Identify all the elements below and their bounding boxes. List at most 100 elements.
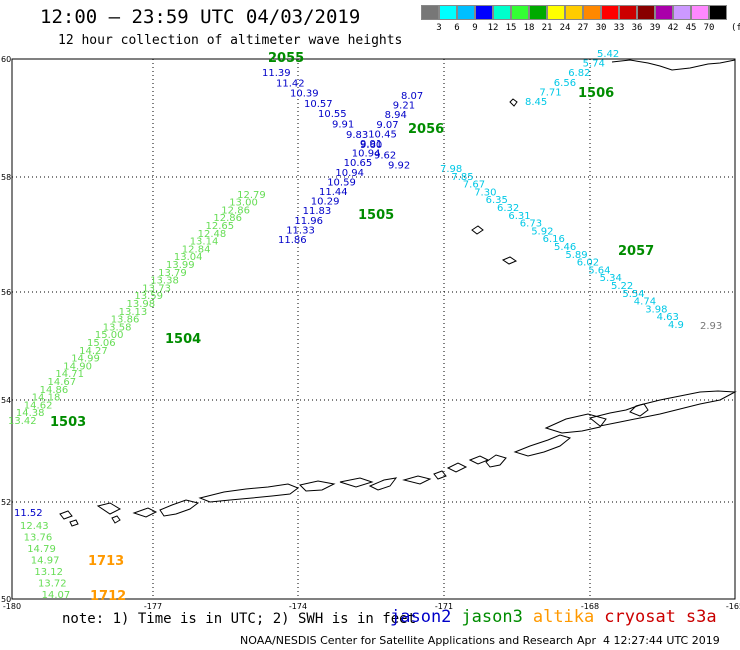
wave-height-value: 6.56 xyxy=(554,78,576,89)
wave-height-value: 9.92 xyxy=(388,161,410,172)
wave-height-value: 13.59 xyxy=(134,291,163,302)
wave-height-value: 5.46 xyxy=(554,242,576,253)
wave-height-value: 11.39 xyxy=(262,68,291,79)
wave-height-value: 14.86 xyxy=(40,385,69,396)
wave-height-value: 10.94 xyxy=(335,168,364,179)
map-frame xyxy=(11,58,736,600)
color-scale-tick: 21 xyxy=(541,23,553,33)
color-swatch xyxy=(691,5,709,20)
wave-height-value: 14.18 xyxy=(32,393,61,404)
coastline-segment xyxy=(69,519,79,527)
wave-height-value: 10.39 xyxy=(290,89,319,100)
color-scale-tick: 18 xyxy=(523,23,535,33)
wave-height-value: 6.82 xyxy=(568,68,590,79)
wave-height-value: 11.96 xyxy=(294,216,323,227)
credit-line: NOAA/NESDIS Center for Satellite Applica… xyxy=(240,634,574,647)
color-swatch xyxy=(529,5,547,20)
color-scale-tick: 33 xyxy=(613,23,625,33)
wave-height-value: 5.42 xyxy=(597,49,619,60)
wave-height-value: 5.54 xyxy=(622,289,644,300)
wave-height-value: 7.30 xyxy=(474,187,496,198)
wave-height-value: 10.29 xyxy=(311,197,340,208)
pass-time-label: 2055 xyxy=(268,51,304,66)
color-swatch xyxy=(421,5,439,20)
color-scale-tick: 27 xyxy=(577,23,589,33)
wave-height-value: 4.63 xyxy=(657,312,679,323)
coastline-segment xyxy=(132,507,158,518)
wave-height-value: 12.86 xyxy=(221,205,250,216)
coastline-segment xyxy=(544,413,607,434)
color-scale-tick: 42 xyxy=(667,23,679,33)
coastline-segment xyxy=(468,455,490,465)
coastline-segment xyxy=(96,502,122,515)
wave-height-value: 10.45 xyxy=(368,129,397,140)
wave-height-value: 6.73 xyxy=(520,219,542,230)
latitude-label: 58 xyxy=(1,173,11,182)
wave-height-value: 13.72 xyxy=(38,579,67,590)
wave-height-value: 7.67 xyxy=(463,180,485,191)
wave-height-value: 13.00 xyxy=(229,198,258,209)
wave-height-value: 13.13 xyxy=(119,307,148,318)
longitude-label: -171 xyxy=(435,602,453,611)
wave-height-value: 10.65 xyxy=(344,158,373,169)
legend-s3a: s3a xyxy=(685,607,717,627)
coastline-segment xyxy=(509,98,518,107)
wave-height-value: 6.31 xyxy=(508,211,530,222)
legend-jason3: jason3 xyxy=(461,607,523,627)
color-swatch xyxy=(457,5,475,20)
wave-height-value: 3.98 xyxy=(645,304,667,315)
wave-height-value: 14.07 xyxy=(42,590,71,601)
wave-height-value: 12.65 xyxy=(206,221,235,232)
longitude-label: -174 xyxy=(289,602,307,611)
latitude-label: 60 xyxy=(1,55,11,64)
longitude-label: -177 xyxy=(144,602,162,611)
wave-height-value: 13.79 xyxy=(158,268,187,279)
wave-height-value: 8.45 xyxy=(525,97,547,108)
wave-height-value: 5.34 xyxy=(600,273,622,284)
wave-height-value: 12.48 xyxy=(198,229,227,240)
color-swatch xyxy=(475,5,493,20)
pass-time-label: 2056 xyxy=(408,122,444,137)
wave-height-value: 15.00 xyxy=(95,330,124,341)
wave-height-value: 14.97 xyxy=(31,556,60,567)
latitude-label: 50 xyxy=(1,595,11,604)
wave-height-value: 13.73 xyxy=(142,283,171,294)
wave-height-value: 15.06 xyxy=(87,338,116,349)
latitude-label: 56 xyxy=(1,288,11,297)
page-title: 12:00 – 23:59 UTC 04/03/2019 xyxy=(40,6,361,28)
generated-timestamp: Apr 4 12:27:44 UTC 2019 xyxy=(577,634,720,647)
wave-height-value: 6.35 xyxy=(486,195,508,206)
wave-height-value: 13.99 xyxy=(166,260,195,271)
coastline-segment xyxy=(471,225,484,235)
color-swatch xyxy=(655,5,673,20)
wave-height-value: 14.71 xyxy=(55,369,84,380)
legend-cryosat: cryosat xyxy=(604,607,676,627)
wave-height-value: 5.74 xyxy=(583,59,605,70)
pass-time-label: 2057 xyxy=(618,244,654,259)
longitude-label: -180 xyxy=(3,602,21,611)
pass-time-label: 1505 xyxy=(358,208,394,223)
wave-height-value: 13.86 xyxy=(111,315,140,326)
coastline-segment xyxy=(433,470,447,480)
color-scale-tick: 30 xyxy=(595,23,607,33)
satellite-legend: jason2 jason3 altika cryosat s3a xyxy=(390,607,727,627)
wave-height-value: 13.12 xyxy=(34,567,63,578)
wave-height-value: 12.79 xyxy=(237,190,266,201)
color-scale-tick: 70 xyxy=(703,23,715,33)
wave-height-value: 10.59 xyxy=(327,177,356,188)
wave-height-value: 4.74 xyxy=(634,297,656,308)
coastline-segment xyxy=(501,256,518,265)
wave-height-value: 14.27 xyxy=(79,346,108,357)
color-swatch xyxy=(511,5,529,20)
wave-height-value: 9.91 xyxy=(332,120,354,131)
color-swatch xyxy=(637,5,655,20)
color-swatch xyxy=(583,5,601,20)
longitude-label: -168 xyxy=(581,602,599,611)
page-subtitle: 12 hour collection of altimeter wave hei… xyxy=(58,33,403,48)
wave-height-value: 11.52 xyxy=(14,508,43,519)
wave-height-value: 9.07 xyxy=(376,120,398,131)
wave-height-value: 7.98 xyxy=(440,164,462,175)
coastline-segment xyxy=(588,390,737,427)
pass-time-label: 1503 xyxy=(50,415,86,430)
